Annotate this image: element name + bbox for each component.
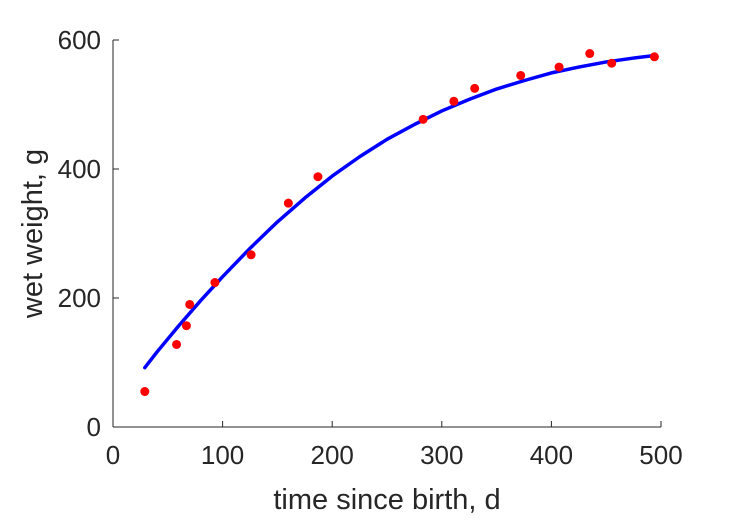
x-tick-label: 500 — [639, 440, 682, 470]
y-tick-label: 600 — [58, 25, 101, 55]
axes: 0 100 200 300 400 500 0 200 400 600 — [58, 25, 683, 470]
x-tick-label: 300 — [420, 440, 463, 470]
y-tick-label: 400 — [58, 154, 101, 184]
data-point — [554, 62, 564, 72]
data-point — [607, 58, 617, 68]
x-tick-label: 200 — [311, 440, 354, 470]
data-point — [449, 96, 459, 106]
x-tick-label: 400 — [530, 440, 573, 470]
data-point — [649, 52, 659, 62]
data-point — [172, 339, 182, 349]
data-point — [210, 278, 220, 288]
y-tick-label: 0 — [87, 412, 101, 442]
plot-area — [140, 49, 659, 397]
data-point — [185, 299, 195, 309]
data-point — [418, 114, 428, 124]
data-point — [516, 70, 526, 80]
y-tick-label: 200 — [58, 283, 101, 313]
data-point — [585, 49, 595, 59]
x-tick-label: 0 — [106, 440, 120, 470]
data-point — [140, 387, 150, 397]
data-point — [313, 172, 323, 182]
x-axis-label: time since birth, d — [273, 484, 500, 516]
data-point — [246, 250, 256, 260]
data-point — [470, 83, 480, 93]
x-tick-label: 100 — [201, 440, 244, 470]
data-point — [283, 198, 293, 208]
fit-curve — [143, 53, 657, 370]
data-point — [181, 321, 191, 331]
y-axis-label: wet weight, g — [17, 149, 49, 319]
